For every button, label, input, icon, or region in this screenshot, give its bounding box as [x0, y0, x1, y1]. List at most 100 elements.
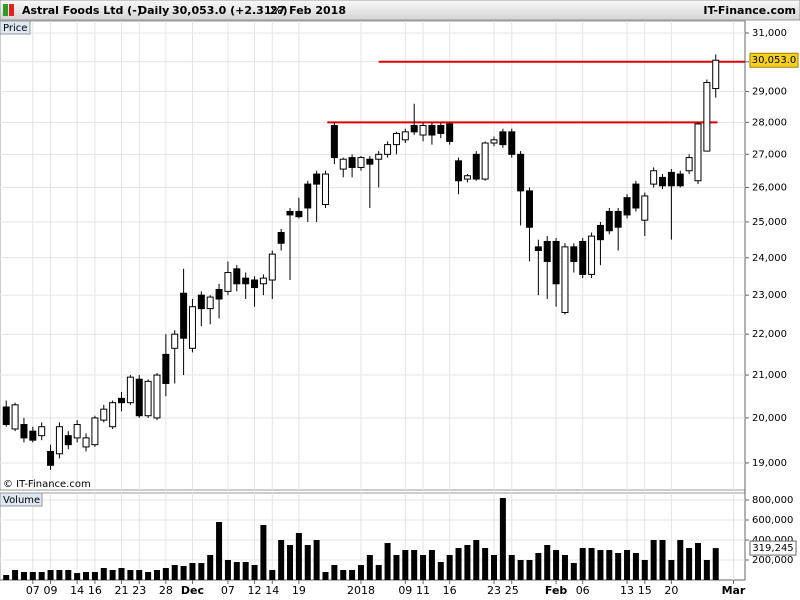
volume-bar [198, 563, 205, 580]
y-tick-label: 22,000 [752, 329, 787, 340]
volume-bar [703, 560, 710, 580]
candle-body [206, 296, 214, 310]
header-icon [3, 4, 8, 16]
last-price-label: 30,053.0 [752, 55, 797, 66]
period: Daily [138, 4, 169, 17]
candle-body [685, 157, 693, 172]
candle-body [91, 417, 99, 446]
candle-body [605, 210, 613, 232]
volume-bar [624, 550, 631, 580]
source: IT-Finance.com [703, 4, 796, 17]
candle-body [694, 123, 702, 182]
x-tick-label: 09 [44, 584, 58, 597]
volume-bar [366, 555, 373, 580]
y-tick-label: 23,000 [752, 290, 787, 301]
candle-body [20, 424, 28, 439]
candle-body [259, 277, 267, 285]
y-tick-label: 400,000 [752, 535, 793, 546]
x-tick-label: 21 [115, 584, 129, 597]
candle-body [82, 437, 90, 448]
volume-bar [127, 570, 134, 580]
panel-label: Volume [3, 495, 40, 506]
candle-body [277, 232, 285, 244]
candle-body [428, 125, 436, 136]
volume-bar [384, 543, 391, 580]
candle-body [11, 404, 19, 430]
x-tick-label: 2018 [347, 584, 375, 597]
date: 27 Feb 2018 [270, 4, 346, 17]
candle-body [197, 294, 205, 310]
candle-body [579, 240, 587, 275]
candle-body [330, 125, 338, 159]
volume-bar [313, 540, 320, 580]
title: Astral Foods Ltd (-) [22, 4, 142, 17]
header-bar [0, 0, 800, 21]
candle-body [588, 235, 596, 275]
candle-body [561, 246, 569, 314]
volume-bar [100, 568, 107, 580]
volume-bar [287, 545, 294, 580]
marks: 30,053.0 319,245 [2, 52, 799, 580]
volume-bar [668, 560, 675, 580]
volume-bar [207, 555, 214, 580]
candle-body [73, 424, 81, 439]
volume-bar [269, 570, 276, 580]
volume-bar [499, 498, 506, 580]
volume-bar [47, 570, 54, 580]
y-tick-label: 29,000 [752, 87, 787, 98]
x-tick-label: 09 [398, 584, 412, 597]
candle-body [339, 158, 347, 170]
volume-bar [322, 572, 329, 580]
y-tick-label: 21,000 [752, 370, 787, 381]
volume-bar [694, 543, 701, 580]
candle-body [650, 170, 658, 185]
grid: 07 09 14 16 21 23 28 Dec 07 12 14 19 2018 09 11 16 23 25 F… [0, 21, 793, 597]
candle-body [508, 131, 516, 155]
panel-label: Price [3, 23, 27, 34]
x-tick-label: 15 [638, 584, 652, 597]
x-tick-label: 19 [292, 584, 306, 597]
candle-body [171, 333, 179, 349]
x-tick-label: 11 [416, 584, 430, 597]
volume-bar [38, 572, 45, 580]
candle-body [180, 292, 188, 339]
candle-body [455, 160, 463, 182]
x-tick-label: 23 [487, 584, 501, 597]
volume-bar [561, 555, 568, 580]
volume-bar [162, 568, 169, 580]
y-tick-label: 28,000 [752, 117, 787, 128]
candle-body [55, 426, 63, 455]
candle-body [286, 210, 294, 216]
candle-body [29, 430, 37, 441]
last-volume-label: 319,245 [752, 543, 793, 554]
candle-body [410, 125, 418, 133]
y-tick-label: 26,000 [752, 182, 787, 193]
x-tick-label: 16 [443, 584, 457, 597]
candle-body [100, 408, 108, 421]
volume-bar [570, 563, 577, 580]
x-tick-label: 14 [265, 584, 279, 597]
candle-body [401, 131, 409, 141]
candle-body [2, 406, 10, 426]
volume-bar [411, 550, 418, 580]
volume-bar [242, 562, 249, 580]
panel-tab [0, 492, 43, 507]
candle-body [543, 240, 551, 262]
candle-body [313, 173, 321, 185]
y-tick-label: 31,000 [752, 28, 787, 39]
y-tick-label: 20,000 [752, 413, 787, 424]
volume-bar [508, 555, 515, 580]
y-tick-label: 24,000 [752, 253, 787, 264]
y-tick-label: 800,000 [752, 495, 793, 506]
candle-body [64, 435, 72, 446]
volume-bar [153, 570, 160, 580]
volume-bar [171, 565, 178, 580]
volume-bar [349, 570, 356, 580]
candle-body [188, 306, 196, 349]
volume-bar [632, 553, 639, 580]
candle-body [623, 197, 631, 216]
volume-bar [615, 553, 622, 580]
volume-bar [74, 573, 81, 580]
x-tick-label: 25 [505, 584, 519, 597]
